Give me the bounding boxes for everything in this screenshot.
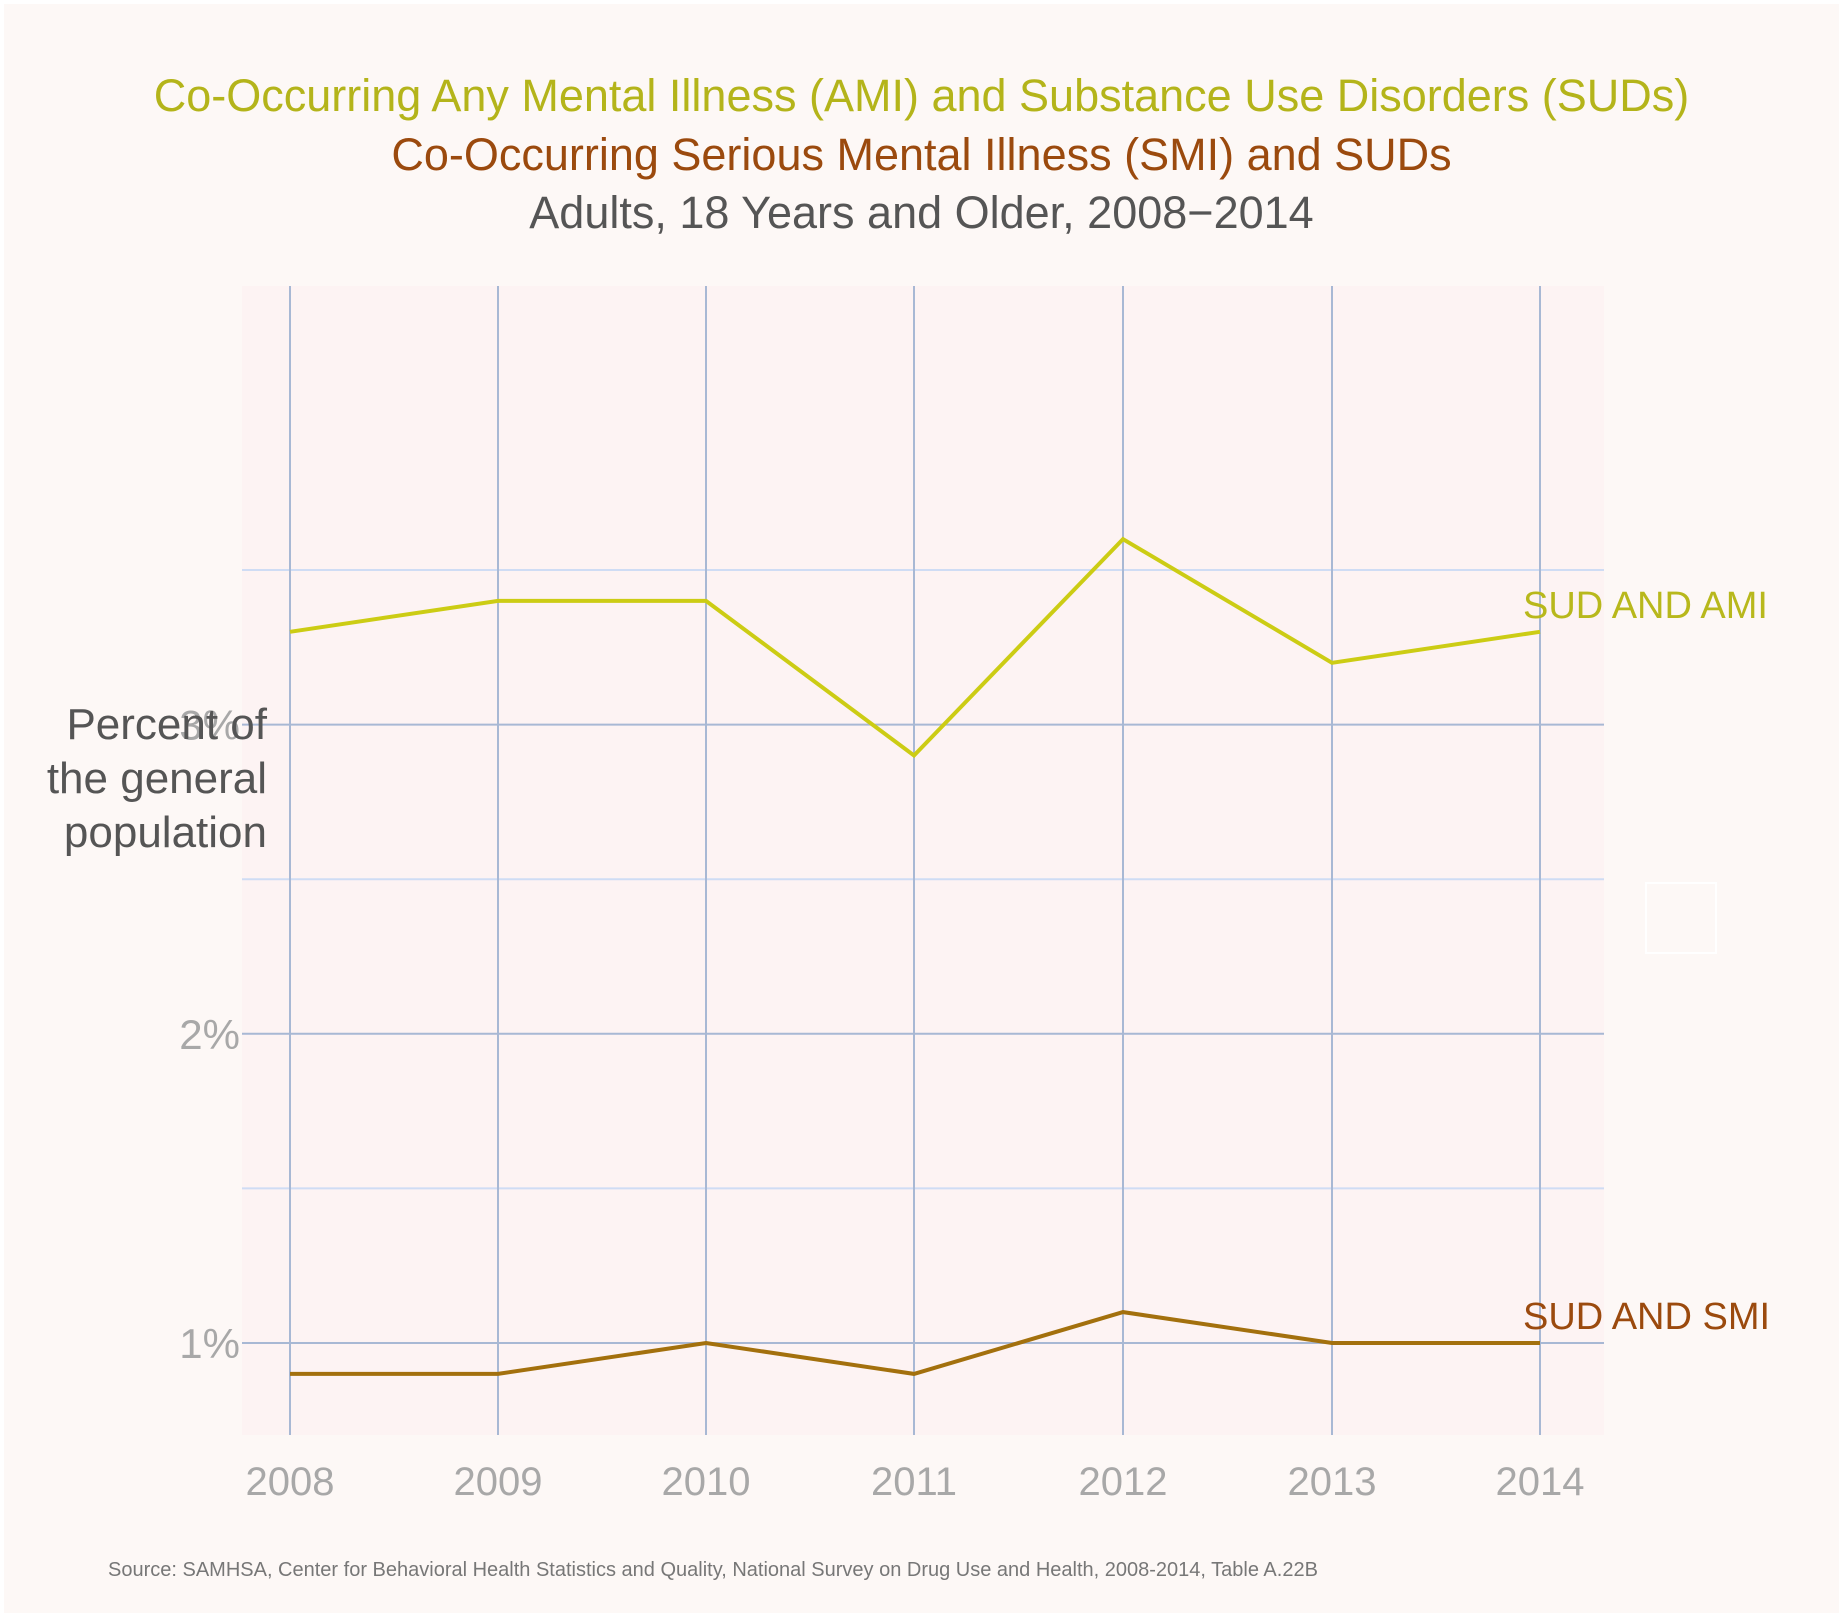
- axis-ticks: 1% 2% 3% 2008 2009 2010 2011 2012 2013 2014: [179, 702, 1584, 1504]
- line-chart: 1% 2% 3% 2008 2009 2010 2011 2012 2013 2014 SUD A…: [179, 286, 1770, 1504]
- chart-title-line2: Co-Occurring Serious Mental Illness (SMI…: [391, 129, 1452, 180]
- y-tick-label: 3%: [179, 702, 240, 749]
- series-line: [290, 1310, 1540, 1376]
- series-label: SUD AND AMI: [1523, 585, 1768, 627]
- series-line: [289, 536, 1541, 759]
- x-tick-label: 2013: [1288, 1460, 1377, 1504]
- chart-page: Co-Occurring Any Mental Illness (AMI) an…: [4, 4, 1839, 1613]
- chart-title: Co-Occurring Any Mental Illness (AMI) an…: [153, 70, 1690, 121]
- x-tick-label: 2009: [454, 1460, 543, 1504]
- x-tick-label: 2011: [871, 1460, 957, 1504]
- series-labels: SUD AND AMI SUD AND SMI: [1523, 585, 1770, 1338]
- y-tick-label: 1%: [179, 1320, 240, 1367]
- x-tick-label: 2010: [662, 1460, 751, 1504]
- series-lines: [289, 536, 1541, 1376]
- y-axis-label: Percent of the general population: [46, 700, 267, 857]
- y-tick-label: 2%: [179, 1011, 240, 1058]
- source-note: Source: SAMHSA, Center for Behavioral He…: [108, 1559, 1318, 1581]
- chart-subtitle: Adults, 18 Years and Older, 2008−2014: [529, 187, 1314, 238]
- x-tick-label: 2012: [1079, 1460, 1168, 1504]
- x-tick-label: 2014: [1496, 1460, 1585, 1504]
- series-label: SUD AND SMI: [1523, 1296, 1770, 1338]
- plot-area: [242, 286, 1604, 1435]
- x-tick-label: 2008: [246, 1460, 335, 1504]
- legend-box: [1645, 882, 1717, 954]
